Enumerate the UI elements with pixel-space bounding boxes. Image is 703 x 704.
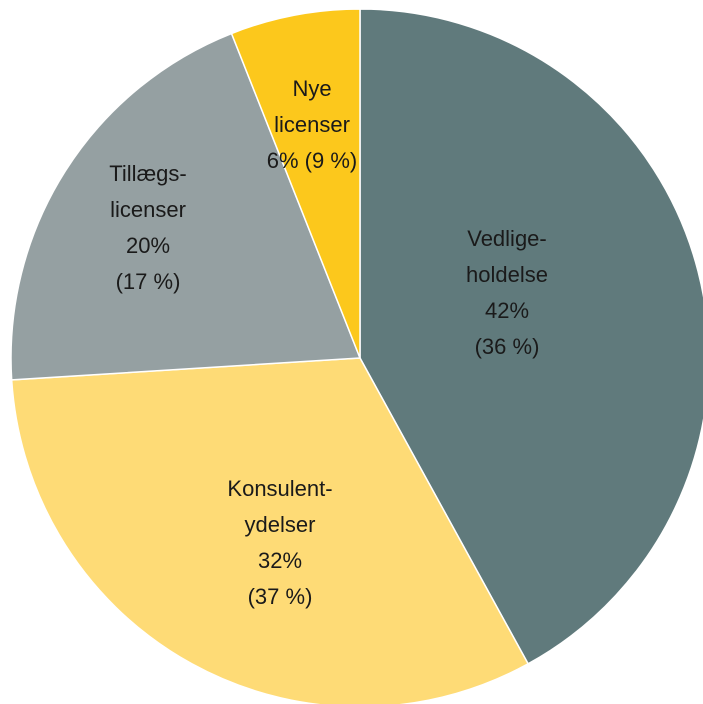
previous-label: (37 %): [248, 584, 313, 609]
slice-label: Konsulent-: [227, 476, 332, 501]
value-label: 32%: [258, 548, 302, 573]
pie-slice: [230, 8, 361, 359]
previous-label: (9 %): [305, 148, 358, 173]
pie-slice: [10, 32, 362, 381]
slice-label: Tillægs-: [109, 161, 186, 186]
previous-label: (17 %): [116, 269, 181, 294]
pie-slice: [10, 357, 530, 704]
value-label: 42%: [485, 298, 529, 323]
previous-label: (36 %): [475, 334, 540, 359]
value-label: 6%: [267, 148, 299, 173]
value-label: 20%: [126, 233, 170, 258]
pie-slice: [359, 8, 703, 665]
slice-label: licenser: [110, 197, 186, 222]
slice-label: Nye: [292, 76, 331, 101]
slice-label: licenser: [274, 112, 350, 137]
slice-label: ydelser: [245, 512, 316, 537]
slice-value: 6% (9 %): [267, 148, 357, 173]
slice-label: holdelse: [466, 262, 548, 287]
slice-label: Vedlige-: [467, 226, 547, 251]
